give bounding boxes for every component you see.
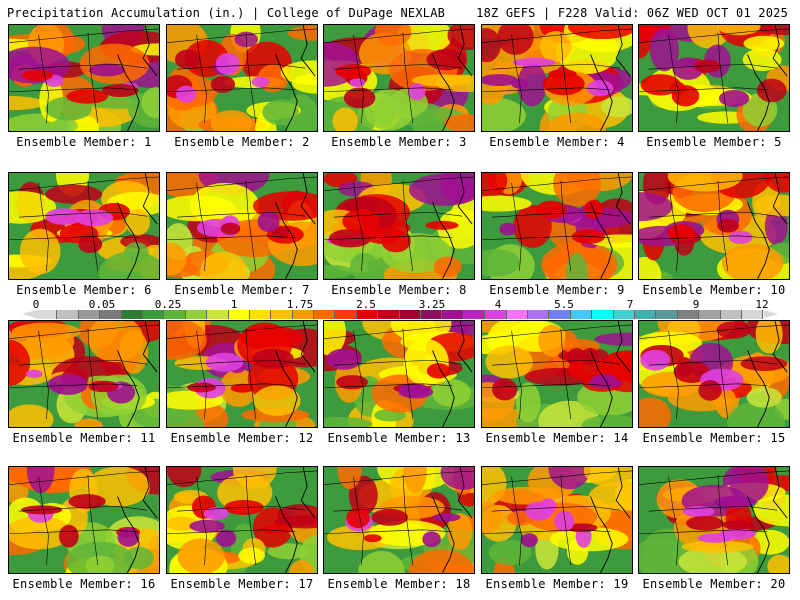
ensemble-member-label: Ensemble Member: 7 — [174, 283, 310, 297]
ensemble-member-label: Ensemble Member: 16 — [12, 577, 156, 591]
ensemble-map-panel[interactable] — [8, 320, 160, 428]
ensemble-member-label: Ensemble Member: 10 — [642, 283, 786, 297]
ensemble-map-panel[interactable] — [481, 172, 633, 280]
colorbar-swatch — [292, 310, 315, 319]
colorbar-swatch — [549, 310, 571, 319]
ensemble-map-panel[interactable] — [323, 24, 475, 132]
ensemble-map-panel[interactable] — [8, 172, 160, 280]
colorbar-swatch — [100, 310, 122, 319]
colorbar-label: 4 — [494, 298, 502, 311]
colorbar-right-arrow — [764, 310, 778, 318]
colorbar-swatch — [207, 310, 229, 319]
colorbar-label: 0.25 — [154, 298, 182, 311]
ensemble-map-panel[interactable] — [166, 172, 318, 280]
ensemble-member-label: Ensemble Member: 6 — [16, 283, 152, 297]
map-title: Precipitation Accumulation (in.) | Colle… — [7, 6, 446, 20]
ensemble-member-label: Ensemble Member: 5 — [646, 135, 782, 149]
colorbar-swatch — [57, 310, 79, 319]
colorbar-label: 7 — [626, 298, 634, 311]
colorbar-swatch — [228, 310, 250, 319]
valid-time: 18Z GEFS | F228 Valid: 06Z WED OCT 01 20… — [476, 6, 788, 20]
ensemble-map-panel[interactable] — [8, 24, 160, 132]
ensemble-member-label: Ensemble Member: 4 — [489, 135, 625, 149]
colorbar-swatch — [356, 310, 379, 319]
ensemble-map-panel[interactable] — [481, 320, 633, 428]
colorbar-swatch — [741, 310, 764, 319]
colorbar-swatch — [720, 310, 742, 319]
ensemble-member-label: Ensemble Member: 12 — [170, 431, 314, 445]
ensemble-member-label: Ensemble Member: 8 — [331, 283, 467, 297]
colorbar-label: 0 — [32, 298, 40, 311]
ensemble-member-label: Ensemble Member: 15 — [642, 431, 786, 445]
ensemble-member-label: Ensemble Member: 13 — [327, 431, 471, 445]
ensemble-map-panel[interactable] — [481, 24, 633, 132]
colorbar: 0 0.05 0.25 1 1.75 2.5 3.25 4 5.5 7 9 12 — [0, 298, 800, 320]
colorbar-label: 5.5 — [554, 298, 574, 311]
ensemble-map-panel[interactable] — [638, 466, 790, 574]
ensemble-member-label: Ensemble Member: 3 — [331, 135, 467, 149]
ensemble-member-label: Ensemble Member: 19 — [485, 577, 629, 591]
colorbar-swatch — [613, 310, 635, 319]
ensemble-map-panel[interactable] — [638, 24, 790, 132]
colorbar-swatch — [699, 310, 721, 319]
colorbar-label: 3.25 — [418, 298, 446, 311]
colorbar-swatch — [527, 310, 550, 319]
colorbar-label: 12 — [755, 298, 769, 311]
ensemble-map-panel[interactable] — [323, 172, 475, 280]
ensemble-map-panel[interactable] — [166, 466, 318, 574]
colorbar-swatch — [185, 310, 208, 319]
ensemble-member-label: Ensemble Member: 14 — [485, 431, 629, 445]
ensemble-member-label: Ensemble Member: 2 — [174, 135, 310, 149]
colorbar-swatch — [335, 310, 357, 319]
colorbar-swatch — [570, 310, 593, 319]
ensemble-map-panel[interactable] — [323, 466, 475, 574]
ensemble-member-label: Ensemble Member: 11 — [12, 431, 156, 445]
colorbar-swatch — [399, 310, 422, 319]
colorbar-swatch — [142, 310, 165, 319]
colorbar-swatch — [677, 310, 700, 319]
ensemble-map-panel[interactable] — [166, 24, 318, 132]
colorbar-swatch — [36, 310, 58, 319]
ensemble-member-label: Ensemble Member: 18 — [327, 577, 471, 591]
colorbar-swatch — [592, 310, 614, 319]
colorbar-label: 9 — [692, 298, 700, 311]
colorbar-label: 1.75 — [286, 298, 314, 311]
colorbar-swatch — [421, 310, 443, 319]
colorbar-swatches — [36, 310, 764, 319]
colorbar-swatch — [378, 310, 400, 319]
ensemble-map-panel[interactable] — [323, 320, 475, 428]
colorbar-left-arrow — [22, 310, 36, 318]
colorbar-swatch — [463, 310, 486, 319]
ensemble-map-panel[interactable] — [8, 466, 160, 574]
colorbar-swatch — [121, 310, 143, 319]
colorbar-swatch — [314, 310, 336, 319]
ensemble-map-panel[interactable] — [638, 320, 790, 428]
colorbar-swatch — [634, 310, 657, 319]
colorbar-label: 2.5 — [356, 298, 376, 311]
colorbar-swatch — [164, 310, 186, 319]
colorbar-label: 1 — [230, 298, 238, 311]
ensemble-member-label: Ensemble Member: 20 — [642, 577, 786, 591]
ensemble-member-label: Ensemble Member: 17 — [170, 577, 314, 591]
ensemble-member-label: Ensemble Member: 9 — [489, 283, 625, 297]
ensemble-map-panel[interactable] — [638, 172, 790, 280]
colorbar-swatch — [271, 310, 293, 319]
colorbar-swatch — [656, 310, 678, 319]
ensemble-map-panel[interactable] — [481, 466, 633, 574]
colorbar-swatch — [78, 310, 101, 319]
colorbar-swatch — [249, 310, 272, 319]
ensemble-member-label: Ensemble Member: 1 — [16, 135, 152, 149]
colorbar-label: 0.05 — [88, 298, 116, 311]
colorbar-swatch — [506, 310, 528, 319]
colorbar-swatch — [442, 310, 464, 319]
colorbar-swatch — [485, 310, 507, 319]
ensemble-map-panel[interactable] — [166, 320, 318, 428]
